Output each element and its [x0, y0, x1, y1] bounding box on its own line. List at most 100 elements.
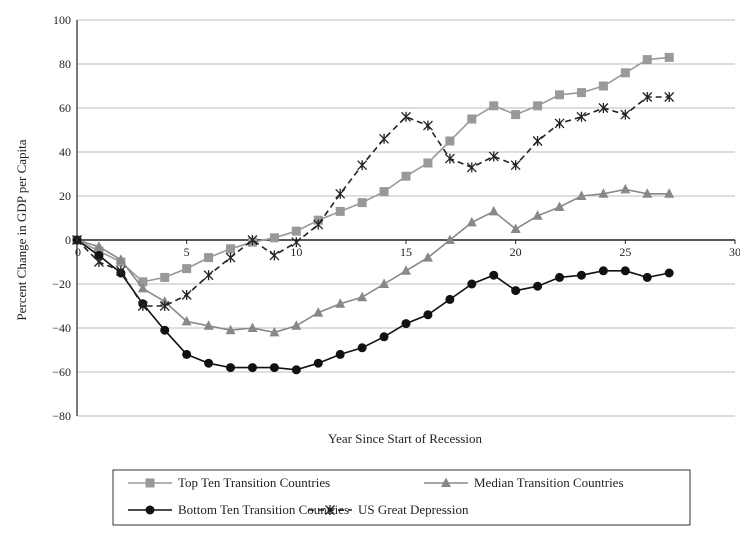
data-point-us-great-depression — [554, 118, 565, 129]
data-point-median-transition-countries — [115, 254, 126, 264]
data-point-us-great-depression — [291, 237, 302, 248]
data-point-us-great-depression — [247, 235, 258, 245]
data-point-top-ten-transition-countries — [226, 244, 236, 254]
data-point-bottom-ten-transition-countries — [533, 281, 543, 291]
data-point-bottom-ten-transition-countries — [226, 363, 236, 373]
data-point-top-ten-transition-countries — [160, 272, 170, 282]
data-point-median-transition-countries — [422, 252, 433, 262]
data-point-top-ten-transition-countries — [533, 101, 543, 111]
y-tick-label: −80 — [52, 409, 71, 423]
y-axis-title: Percent Change in GDP per Capita — [14, 139, 29, 320]
data-point-us-great-depression — [401, 111, 411, 122]
data-point-bottom-ten-transition-countries — [94, 250, 104, 260]
data-point-top-ten-transition-countries — [620, 68, 630, 78]
data-point-median-transition-countries — [379, 278, 390, 288]
data-point-median-transition-countries — [576, 190, 587, 200]
data-point-us-great-depression — [313, 219, 324, 230]
x-tick-label: 0 — [75, 245, 81, 259]
data-point-top-ten-transition-countries — [291, 226, 301, 236]
data-point-median-transition-countries — [598, 188, 609, 198]
data-point-median-transition-countries — [532, 210, 543, 220]
legend-item-median-transition-countries: Median Transition Countries — [424, 475, 624, 490]
data-point-us-great-depression — [357, 160, 368, 171]
data-point-median-transition-countries — [181, 315, 192, 326]
y-tick-label: 80 — [59, 57, 71, 71]
data-point-us-great-depression — [664, 92, 675, 102]
data-point-us-great-depression — [72, 235, 82, 245]
data-point-median-transition-countries — [444, 234, 455, 244]
data-point-us-great-depression — [598, 103, 609, 113]
data-point-median-transition-countries — [137, 282, 148, 293]
data-point-median-transition-countries — [488, 205, 499, 216]
data-point-bottom-ten-transition-countries — [335, 349, 345, 359]
y-tick-label: −40 — [52, 321, 71, 335]
data-point-us-great-depression — [93, 257, 104, 267]
data-point-bottom-ten-transition-countries — [467, 279, 477, 289]
data-point-bottom-ten-transition-countries — [642, 272, 652, 282]
data-point-top-ten-transition-countries — [138, 277, 148, 287]
series-line-us-great-depression — [76, 96, 670, 307]
legend-label: US Great Depression — [358, 502, 469, 517]
data-point-us-great-depression — [335, 188, 346, 199]
data-point-bottom-ten-transition-countries — [664, 268, 674, 278]
data-point-top-ten-transition-countries — [204, 253, 214, 263]
y-tick-label: −20 — [52, 277, 71, 291]
data-point-us-great-depression — [225, 252, 236, 263]
data-point-top-ten-transition-countries — [555, 90, 565, 100]
data-point-bottom-ten-transition-countries — [445, 294, 455, 304]
data-point-median-transition-countries — [401, 265, 411, 275]
legend-item-bottom-ten-transition-countries: Bottom Ten Transition Countries — [128, 502, 349, 517]
data-point-us-great-depression — [379, 133, 390, 144]
y-tick-label: 60 — [59, 101, 71, 115]
legend-label: Median Transition Countries — [474, 475, 624, 490]
data-point-us-great-depression — [181, 290, 192, 300]
data-point-median-transition-countries — [554, 201, 565, 211]
legend-label: Top Ten Transition Countries — [178, 475, 330, 490]
legend-frame — [112, 469, 691, 526]
y-tick-label: 100 — [53, 13, 71, 27]
data-point-bottom-ten-transition-countries — [620, 266, 630, 276]
data-point-top-ten-transition-countries — [379, 187, 389, 197]
data-point-median-transition-countries — [510, 223, 521, 233]
data-point-top-ten-transition-countries — [182, 264, 192, 274]
data-point-median-transition-countries — [335, 298, 346, 308]
data-point-us-great-depression — [488, 151, 499, 162]
data-point-median-transition-countries — [664, 188, 675, 198]
data-point-bottom-ten-transition-countries — [401, 319, 411, 329]
data-point-median-transition-countries — [225, 324, 236, 335]
data-point-bottom-ten-transition-countries — [489, 270, 499, 280]
data-point-us-great-depression — [269, 250, 280, 261]
data-point-top-ten-transition-countries — [445, 136, 455, 146]
data-point-bottom-ten-transition-countries — [204, 358, 214, 368]
data-point-bottom-ten-transition-countries — [291, 365, 301, 375]
y-tick-label: 40 — [59, 145, 71, 159]
series-line-bottom-ten-transition-countries — [76, 239, 670, 371]
x-tick-label: 10 — [290, 245, 302, 259]
data-point-bottom-ten-transition-countries — [555, 272, 565, 282]
data-point-median-transition-countries — [466, 216, 477, 227]
x-tick-label: 30 — [729, 245, 740, 259]
x-tick-label: 20 — [510, 245, 522, 259]
gridlines — [77, 19, 735, 417]
y-tick-label: 20 — [59, 189, 71, 203]
data-point-us-great-depression — [510, 160, 521, 171]
data-point-median-transition-countries — [269, 326, 280, 337]
data-point-us-great-depression — [642, 92, 653, 102]
data-point-median-transition-countries — [93, 241, 104, 251]
data-point-top-ten-transition-countries — [664, 52, 674, 62]
data-point-bottom-ten-transition-countries — [182, 349, 192, 359]
y-tick-label: −60 — [52, 365, 71, 379]
legend-item-top-ten-transition-countries: Top Ten Transition Countries — [128, 475, 330, 490]
legend-label: Bottom Ten Transition Countries — [178, 502, 349, 517]
data-point-median-transition-countries — [313, 307, 324, 317]
data-point-us-great-depression — [620, 109, 631, 120]
data-point-top-ten-transition-countries — [598, 81, 608, 91]
legend: Top Ten Transition Countries Median Trans… — [112, 469, 691, 526]
data-point-top-ten-transition-countries — [335, 206, 345, 216]
data-point-us-great-depression — [115, 265, 126, 276]
x-tick-label: 5 — [184, 245, 190, 259]
data-point-top-ten-transition-countries — [467, 114, 477, 124]
data-point-bottom-ten-transition-countries — [379, 332, 389, 342]
